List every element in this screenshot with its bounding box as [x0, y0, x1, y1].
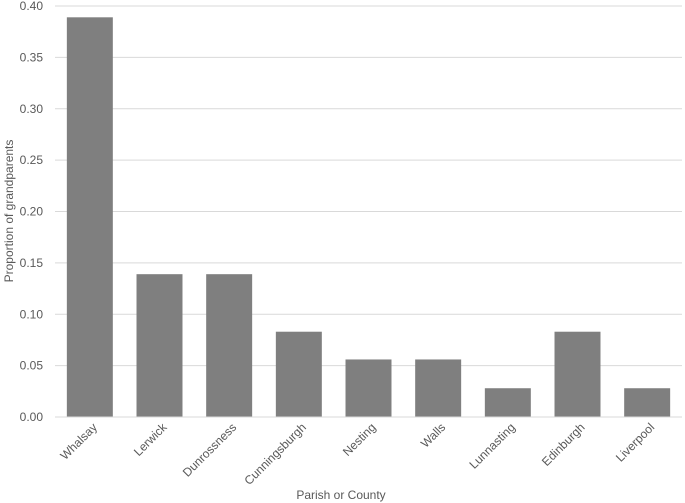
x-tick-label: Walls: [418, 420, 448, 450]
x-tick-label: Edinburgh: [539, 420, 588, 469]
bar-lunnasting: [484, 388, 531, 417]
bar-lerwick: [136, 274, 183, 417]
x-tick-label: Nesting: [340, 420, 379, 459]
x-tick-label: Whalsay: [58, 420, 100, 462]
y-tick-label: 0.30: [20, 102, 44, 116]
bar-liverpool: [624, 388, 671, 417]
y-tick-labels: 0.00 0.05 0.10 0.15 0.20 0.25 0.30 0.35 0.40: [20, 0, 44, 424]
y-axis-title: Proportion of grandparents: [2, 140, 16, 283]
x-tick-label: Cunningsburgh: [241, 420, 308, 487]
y-tick-label: 0.25: [20, 153, 44, 167]
x-tick-labels: Whalsay Lerwick Dunrossness Cunningsburgh Ne…: [58, 420, 658, 488]
x-tick-label: Lunnasting: [467, 420, 518, 471]
y-tick-label: 0.05: [20, 359, 44, 373]
y-tick-label: 0.00: [20, 410, 44, 424]
bar-nesting: [345, 359, 392, 417]
y-tick-label: 0.20: [20, 205, 44, 219]
x-axis-title: Parish or County: [296, 488, 385, 502]
bar-cunningsburgh: [275, 331, 322, 417]
bar-edinburgh: [554, 331, 601, 417]
x-tick-label: Dunrossness: [180, 420, 239, 479]
x-tick-label: Lerwick: [131, 420, 170, 459]
bar-dunrossness: [206, 274, 253, 417]
y-tick-label: 0.40: [20, 0, 44, 13]
y-tick-label: 0.35: [20, 50, 44, 64]
bar-walls: [415, 359, 462, 417]
bars: [66, 17, 671, 418]
x-tick-label: Liverpool: [613, 420, 657, 464]
y-tick-label: 0.10: [20, 307, 44, 321]
y-tick-label: 0.15: [20, 256, 44, 270]
bar-whalsay: [66, 17, 113, 418]
